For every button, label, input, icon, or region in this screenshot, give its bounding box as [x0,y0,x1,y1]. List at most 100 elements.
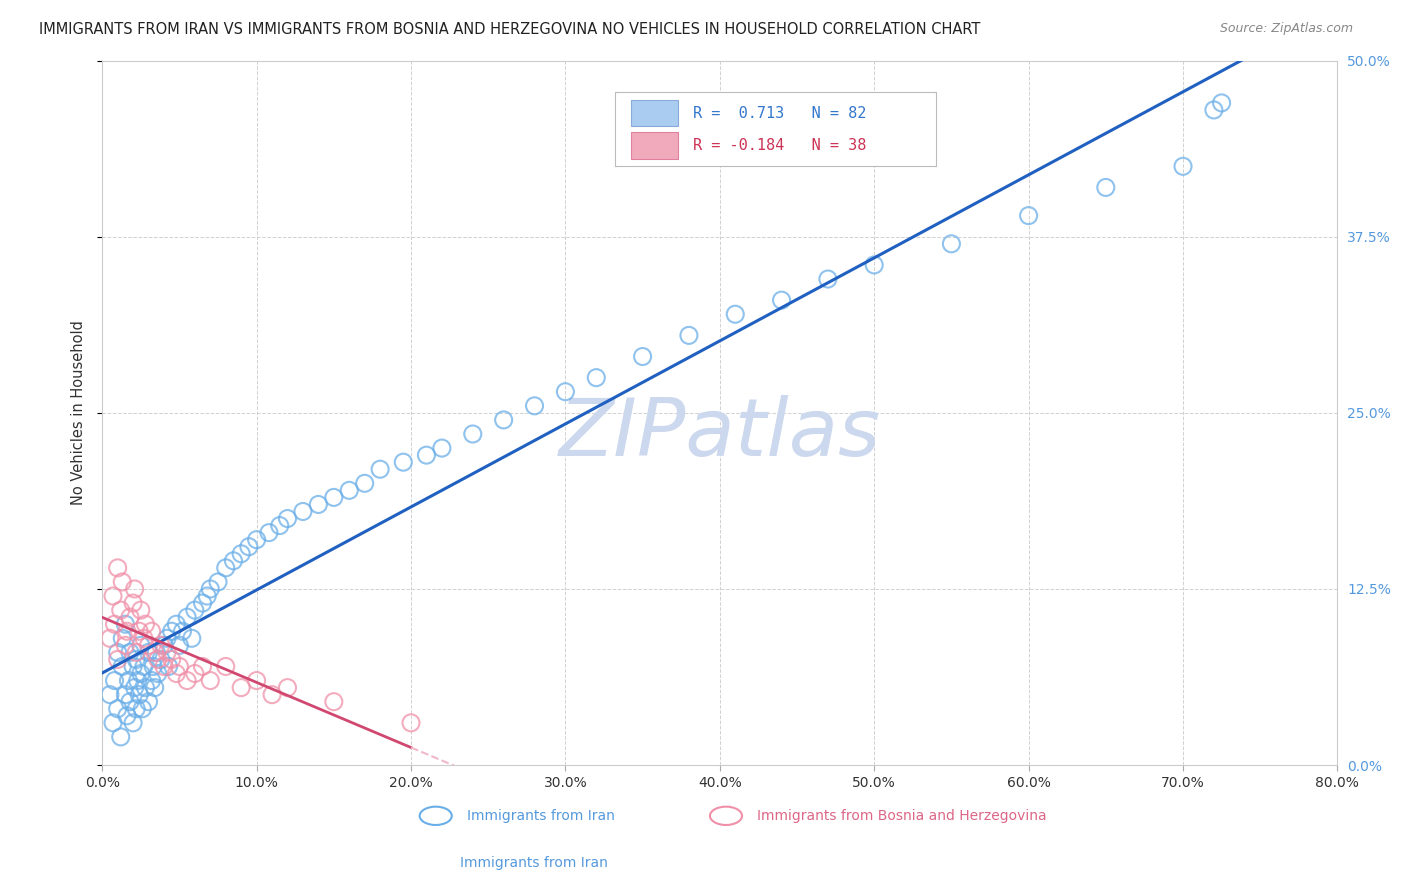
Text: Immigrants from Iran: Immigrants from Iran [467,809,614,822]
Point [124,681,146,695]
Point [191,659,214,673]
Point [231,547,253,561]
Point [122,596,145,610]
Point [149,652,172,666]
Point [169,659,191,673]
Point [107,645,129,659]
Point [115,624,138,639]
Point [111,632,134,646]
Point [817,272,839,286]
Point [129,666,152,681]
Point [1018,209,1040,223]
Bar [631,132,678,159]
Point [169,638,191,652]
Point [724,307,747,321]
Point [184,603,207,617]
Point [122,715,145,730]
Point [138,645,160,659]
Point [678,328,700,343]
Point [863,258,886,272]
Point [631,350,654,364]
Point [129,638,152,652]
Point [276,511,298,525]
Point [107,652,129,666]
Point [115,708,138,723]
Point [585,370,607,384]
Point [1211,95,1233,110]
Point [160,652,183,666]
Point [103,617,125,632]
Point [461,427,484,442]
Point [134,681,156,695]
Point [222,554,245,568]
Point [132,659,155,673]
Point [131,702,153,716]
Point [138,695,160,709]
Point [200,673,222,688]
Point [98,688,121,702]
Point [307,498,329,512]
Point [176,610,198,624]
Y-axis label: No Vehicles in Household: No Vehicles in Household [72,320,86,505]
Point [353,476,375,491]
Point [176,673,198,688]
Point [146,666,169,681]
Point [128,688,150,702]
Point [322,491,344,505]
Bar [631,100,678,127]
Point [246,673,269,688]
Point [165,666,187,681]
Point [110,730,132,744]
Point [368,462,391,476]
Point [114,638,136,652]
Point [260,688,283,702]
Point [207,574,229,589]
Point [101,589,124,603]
Point [125,652,148,666]
Point [430,441,453,455]
Point [215,561,238,575]
Point [117,673,139,688]
Point [770,293,793,307]
Point [149,638,172,652]
Point [1202,103,1225,117]
Point [103,673,125,688]
Point [269,518,291,533]
Point [118,695,141,709]
Point [125,702,148,716]
FancyBboxPatch shape [614,93,936,166]
Point [180,632,202,646]
Point [257,525,280,540]
Text: IMMIGRANTS FROM IRAN VS IMMIGRANTS FROM BOSNIA AND HERZEGOVINA NO VEHICLES IN HO: IMMIGRANTS FROM IRAN VS IMMIGRANTS FROM … [39,22,981,37]
Point [146,652,169,666]
Point [337,483,360,498]
Point [156,645,179,659]
Point [1094,180,1116,194]
Point [157,659,180,673]
Point [124,582,146,596]
Point [153,659,176,673]
Point [941,236,963,251]
Point [134,617,156,632]
Point [231,681,253,695]
Text: Source: ZipAtlas.com: Source: ZipAtlas.com [1219,22,1353,36]
Point [392,455,415,469]
Text: Immigrants from Iran: Immigrants from Iran [460,856,609,871]
Point [111,659,134,673]
Point [110,603,132,617]
Point [399,715,422,730]
Point [138,638,160,652]
Point [523,399,546,413]
Point [322,695,344,709]
Point [184,666,207,681]
Point [122,659,145,673]
Text: R =  0.713   N = 82: R = 0.713 N = 82 [693,105,866,120]
Point [98,632,121,646]
Point [246,533,269,547]
Point [160,624,183,639]
Point [554,384,576,399]
Point [118,610,141,624]
Point [141,673,163,688]
Point [291,504,314,518]
Point [132,632,155,646]
